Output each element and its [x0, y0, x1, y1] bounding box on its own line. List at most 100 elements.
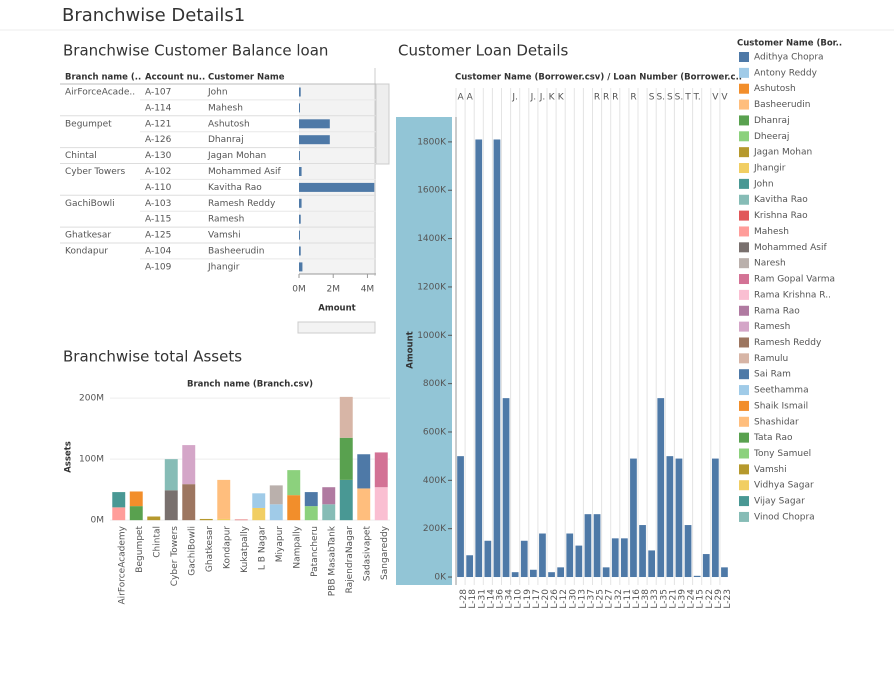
x-tick-label: 4M — [361, 285, 375, 295]
legend-swatch — [739, 274, 749, 285]
x-tick-label: L-14 — [486, 589, 496, 609]
bar-segment — [357, 488, 371, 521]
x-tick-label: 2M — [326, 285, 340, 295]
x-tick-label: L-33 — [650, 589, 660, 609]
legend-label: Mohammed Asif — [754, 243, 827, 253]
bar — [299, 119, 330, 129]
legend-swatch — [739, 337, 749, 348]
x-tick-label: Nampally — [292, 525, 302, 568]
y-tick-label: 1600K — [417, 186, 447, 196]
account-label: A-114 — [145, 103, 172, 113]
x-tick-label: L-23 — [723, 589, 733, 609]
x-tick-label: L-39 — [677, 589, 687, 609]
legend-label: Basheerudin — [754, 100, 810, 110]
x-tick-label: Patancheru — [310, 526, 320, 577]
customer-label: Jagan Mohan — [207, 151, 266, 161]
bar-segment — [129, 491, 143, 507]
legend-swatch — [739, 226, 749, 237]
group-label: J. — [530, 93, 537, 103]
group-label: R — [603, 93, 609, 103]
bar — [529, 569, 537, 578]
bar — [648, 550, 656, 578]
legend-swatch — [739, 83, 749, 94]
x-tick-label: Ghatkesar — [205, 526, 215, 572]
group-label: R — [594, 93, 600, 103]
legend-swatch — [739, 369, 749, 380]
legend-swatch — [739, 52, 749, 62]
group-label: K — [549, 93, 556, 103]
x-tick-label: PBB MasabTank — [327, 525, 337, 596]
bar — [584, 514, 592, 578]
y-tick-label: 1000K — [417, 331, 447, 341]
y-axis-label: Amount — [406, 331, 416, 368]
bar-segment — [112, 492, 126, 508]
customer-label: Vamshi — [208, 231, 241, 241]
customer-label: John — [207, 88, 228, 98]
legend-swatch — [739, 464, 749, 475]
scrollbar[interactable] — [297, 321, 376, 334]
x-tick-label: L-12 — [559, 589, 569, 609]
x-tick-label: L-11 — [623, 589, 633, 609]
x-tick-label: L-35 — [659, 589, 669, 609]
legend-swatch — [739, 131, 749, 142]
legend-label: Dhanraj — [754, 116, 790, 126]
bar — [457, 456, 464, 578]
bar-segment — [322, 504, 336, 521]
bar — [466, 555, 474, 578]
legend-label: Ramesh Reddy — [754, 338, 822, 348]
bar-segment — [339, 396, 353, 438]
bar — [684, 525, 692, 578]
account-label: A-110 — [145, 183, 172, 193]
bar-segment — [112, 507, 126, 521]
account-label: A-126 — [145, 135, 172, 145]
bar-segment — [129, 506, 143, 521]
bar — [693, 575, 701, 578]
legend-swatch — [739, 305, 749, 316]
bar — [299, 262, 303, 272]
legend-label: Vamshi — [754, 465, 787, 475]
y-tick-label: 100M — [79, 455, 104, 465]
bar-segment — [304, 506, 318, 521]
legend-swatch — [739, 178, 749, 189]
bar — [299, 198, 302, 208]
x-tick-label: L-13 — [577, 589, 587, 609]
legend-label: Shashidar — [754, 417, 799, 427]
legend-label: Vidhya Sagar — [754, 481, 814, 491]
bar-segment — [217, 518, 231, 521]
y-tick-label: 200M — [79, 394, 104, 404]
legend-swatch — [739, 416, 749, 427]
legend-swatch — [739, 99, 749, 110]
legend-label: Ram Gopal Varma — [754, 275, 835, 285]
customer-label: Mohammed Asif — [208, 167, 281, 177]
bar — [702, 554, 710, 578]
legend-title: Customer Name (Bor.. — [737, 39, 842, 49]
account-label: A-115 — [145, 215, 171, 225]
y-tick-label: 600K — [423, 427, 447, 437]
group-label: S. — [675, 93, 684, 103]
bar — [484, 540, 492, 578]
account-label: A-103 — [145, 199, 171, 209]
x-tick-label: Cyber Towers — [170, 526, 180, 586]
account-label: A-121 — [145, 119, 171, 129]
y-tick-label: 400K — [423, 476, 447, 486]
x-tick-label: GachiBowli — [187, 526, 197, 576]
chart-title: Customer Loan Details — [398, 42, 569, 60]
bar — [299, 103, 300, 113]
legend-swatch — [739, 242, 749, 253]
customer-label: Kavitha Rao — [208, 183, 262, 193]
x-tick-label: L-30 — [568, 589, 578, 609]
bar-segment — [304, 492, 318, 507]
x-tick-label: L-34 — [505, 589, 515, 609]
scrollbar[interactable] — [375, 83, 390, 165]
legend-label: Shaik Ismail — [754, 401, 808, 411]
x-tick-label: L-29 — [714, 589, 724, 609]
branch-label: Cyber Towers — [65, 167, 125, 177]
legend-swatch — [739, 163, 749, 174]
column-header: Branch name (.. — [65, 73, 141, 83]
x-tick-label: 0M — [292, 285, 306, 295]
bar — [299, 214, 301, 224]
group-label: R — [630, 93, 636, 103]
bar — [299, 230, 300, 240]
group-label: V — [721, 93, 728, 103]
